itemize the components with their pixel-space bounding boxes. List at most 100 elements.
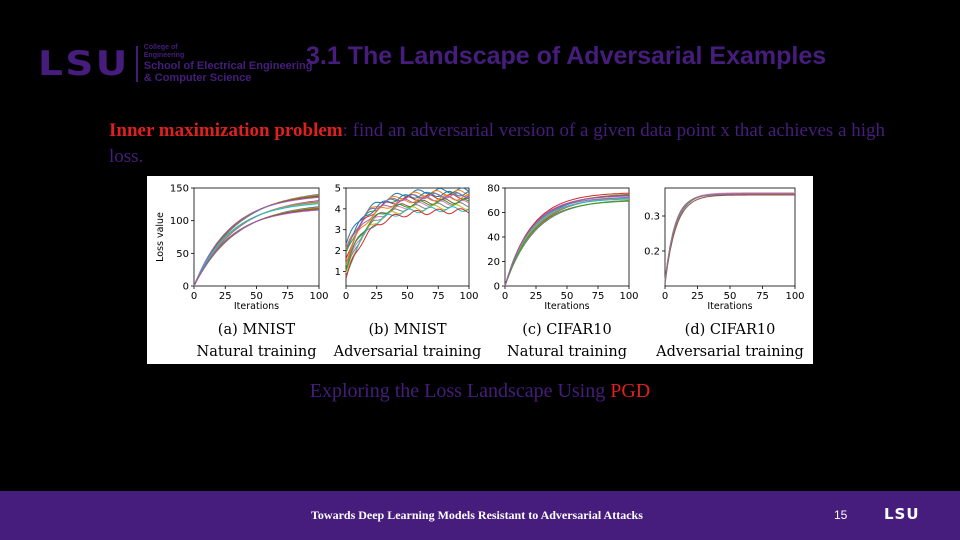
x-tick-label: 75 [281,291,294,302]
x-tick-label: 50 [724,291,737,302]
loss-curve-1-11 [193,206,320,287]
loss-curve-2-11 [345,190,470,251]
x-tick-label: 75 [432,291,445,302]
loss-curve-3-13 [504,200,630,287]
loss-curve-1-10 [193,203,320,287]
loss-curve-2-15 [345,192,470,251]
subplot-subcaption: Adversarial training [333,344,482,360]
x-tick-label: 100 [309,291,328,302]
y-tick-label: 2 [335,246,341,257]
x-axis-label: Iterations [707,301,752,312]
loss-curve-2-12 [345,194,470,264]
college-line-2: Engineering [143,51,185,59]
caption-prefix: Exploring the Loss Landscape Using [309,380,611,402]
loss-curve-1-7 [193,200,320,287]
y-tick-label: 3 [335,225,341,236]
y-tick-label: 0 [183,282,189,293]
loss-curve-1-1 [193,193,320,287]
logo-divider [135,46,138,83]
lsu-college-logo: LSU College of Engineering School of Ele… [38,44,312,84]
x-tick-label: 100 [619,291,638,302]
x-axis-label: Iterations [234,301,279,312]
loss-curve-3-14 [504,192,629,287]
lsu-logo-mark: LSU [38,44,130,85]
loss-landscape-figure: 0 25 50 75 100 0 50 100 150 Iterations Loss value(… [147,176,813,364]
x-tick-label: 25 [530,291,543,302]
loss-curve-2-4 [345,193,470,259]
loss-curve-4-8 [664,193,795,282]
subplot-subcaption: Adversarial training [655,344,804,360]
x-tick-label: 100 [459,291,478,302]
x-tick-label: 0 [662,291,668,302]
plot-frame-2 [345,187,470,287]
y-axis-label: Loss value [155,212,166,262]
x-axis-label: Iterations [544,301,589,312]
y-tick-label: 60 [487,208,500,219]
bullet-rest: : find an adversarial version of a given… [109,120,886,167]
subplot-subcaption: Natural training [197,344,317,360]
subplot-caption: (a) MNIST [218,322,296,338]
subplot-subcaption: Natural training [507,344,627,360]
loss-curve-1-5 [193,196,320,287]
loss-curve-1-8 [193,201,320,287]
loss-curve-1-12 [193,207,320,287]
x-tick-label: 25 [691,291,704,302]
loss-curve-1-9 [193,202,320,287]
y-tick-label: 0.3 [644,212,660,223]
slide-title: 3.1 The Landscape of Adversarial Example… [306,42,827,70]
plot-frame-4 [664,187,796,287]
x-tick-label: 0 [502,291,508,302]
figure-caption: Exploring the Loss Landscape Using PGD [0,380,960,403]
loss-curve-1-2 [193,194,320,287]
subplot-caption: (c) CIFAR10 [522,322,612,338]
caption-highlight: PGD [610,380,651,402]
college-line-1: College of [143,44,178,51]
school-line-2: & Computer Science [143,71,252,84]
loss-curve-2-7 [345,199,470,273]
y-tick-label: 4 [335,204,341,215]
x-tick-label: 100 [785,291,804,302]
y-tick-label: 5 [335,184,341,195]
y-tick-label: 40 [487,233,500,244]
y-tick-label: 0.2 [644,247,660,258]
footer-bar: Towards Deep Learning Models Resistant t… [0,491,960,540]
x-tick-label: 75 [756,291,769,302]
y-tick-label: 150 [170,184,189,195]
footer-title: Towards Deep Learning Models Resistant t… [311,508,643,522]
y-tick-label: 0 [494,282,500,293]
x-tick-label: 0 [191,291,197,302]
loss-curve-4-6 [664,194,795,285]
x-tick-label: 75 [592,291,605,302]
x-tick-label: 50 [561,291,574,302]
loss-curve-2-10 [345,206,470,277]
loss-curve-1-6 [193,200,320,287]
plot-frame-3 [504,187,630,287]
x-tick-label: 25 [219,291,232,302]
footer-lsu-logo: LSU [884,505,920,523]
loss-curve-4-3 [664,193,795,283]
loss-curve-1-15 [193,209,320,287]
x-tick-label: 25 [370,291,383,302]
subplot-caption: (d) CIFAR10 [685,322,776,338]
x-tick-label: 50 [250,291,263,302]
school-line-1: School of Electrical Engineering [143,59,313,72]
y-tick-label: 80 [487,184,500,195]
loss-curve-1-13 [193,207,320,287]
y-tick-label: 1 [335,267,341,278]
loss-curve-2-8 [345,201,470,272]
bullet-text: Inner maximization problem: find an adve… [109,118,899,170]
bullet-term: Inner maximization problem [109,120,343,141]
loss-curve-3-15 [504,197,630,287]
y-tick-label: 100 [170,216,189,227]
loss-curve-1-14 [193,208,320,287]
subplot-caption: (b) MNIST [368,322,446,338]
x-tick-label: 50 [401,291,414,302]
y-tick-label: 50 [176,249,189,260]
logo-text: College of Engineering School of Electri… [144,44,313,84]
loss-curve-3-9 [504,198,630,287]
loss-curve-2-14 [345,208,470,279]
page-number: 15 [834,508,848,522]
y-tick-label: 20 [487,257,500,268]
loss-curve-2-13 [345,198,470,271]
